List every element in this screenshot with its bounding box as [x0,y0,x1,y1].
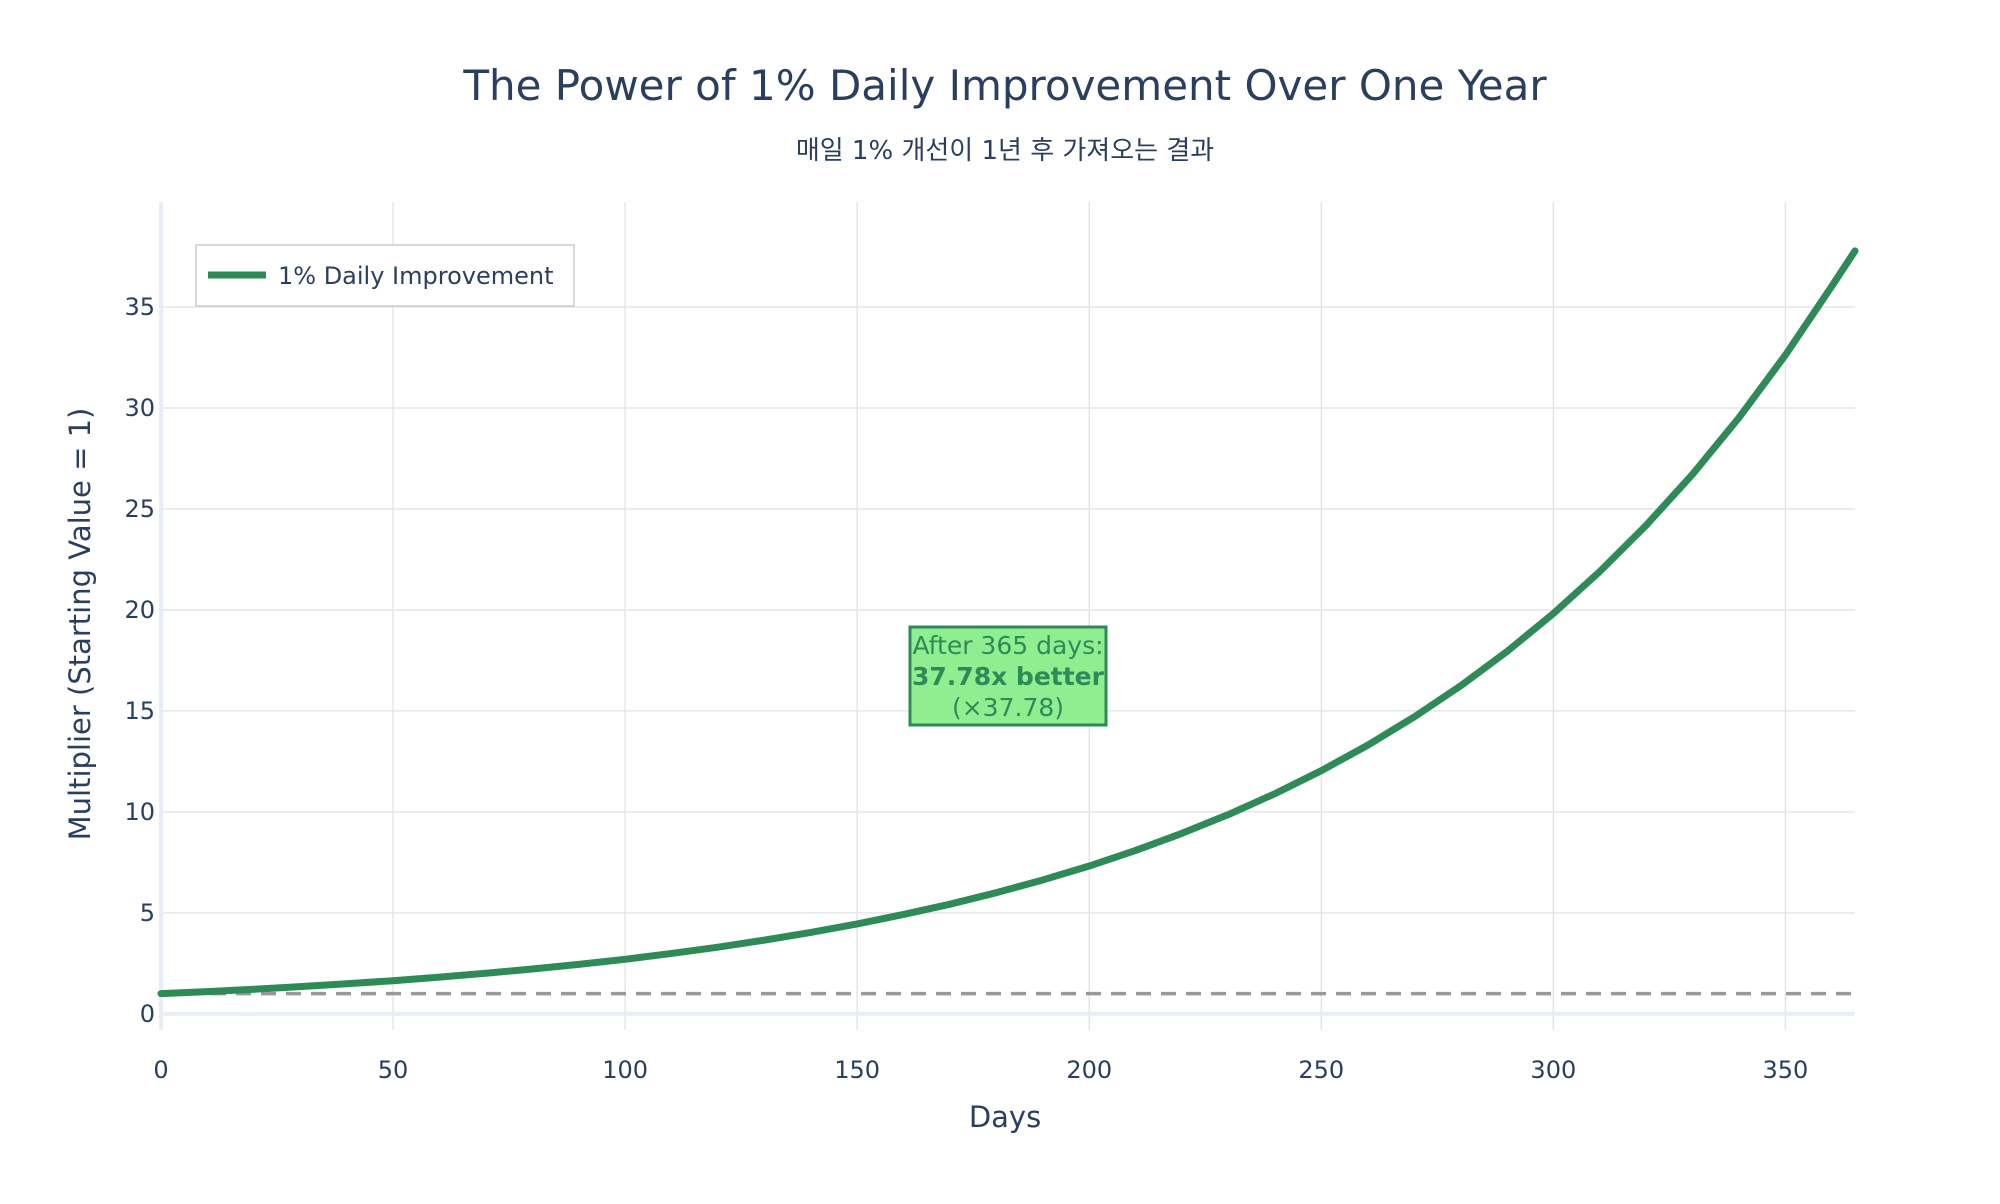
y-tick-label: 0 [140,1000,155,1028]
x-tick-label: 300 [1530,1056,1576,1084]
y-tick-label: 15 [124,697,155,725]
annotation-box [908,625,1108,727]
annotation: After 365 days: 37.78x better (×37.78) [908,625,1108,727]
x-tick-label: 150 [834,1056,880,1084]
x-axis-title: Days [969,1100,1041,1134]
series-line [157,247,1859,998]
x-tick-label: 100 [602,1056,648,1084]
y-tick-label: 30 [124,394,155,422]
series-layer [157,247,1859,998]
chart-subtitle: 매일 1% 개선이 1년 후 가져오는 결과 [796,136,1214,166]
y-tick-label: 25 [124,495,155,523]
x-tick-label: 350 [1762,1056,1808,1084]
x-tick-label: 0 [153,1056,168,1084]
y-tick-label: 20 [124,596,155,624]
y-axis-title: Multiplier (Starting Value = 1) [63,408,97,841]
legend[interactable]: 1% Daily Improvement [195,244,575,307]
x-tick-label: 200 [1066,1056,1112,1084]
y-tick-label: 10 [124,798,155,826]
annotation-line1: After 365 days: [912,631,1103,660]
chart-title: The Power of 1% Daily Improvement Over O… [462,61,1547,110]
annotation-line3: (×37.78) [952,693,1064,722]
legend-label: 1% Daily Improvement [278,262,554,290]
x-tick-label: 250 [1298,1056,1344,1084]
y-tick-label: 35 [124,293,155,321]
y-tick-label: 5 [140,899,155,927]
grid [159,202,1855,1030]
axes: 0 50 100 150 200 250 300 350 0 5 10 15 20 25 30 35 [124,293,1808,1084]
x-tick-label: 50 [378,1056,409,1084]
annotation-line2: 37.78x better [912,662,1105,691]
